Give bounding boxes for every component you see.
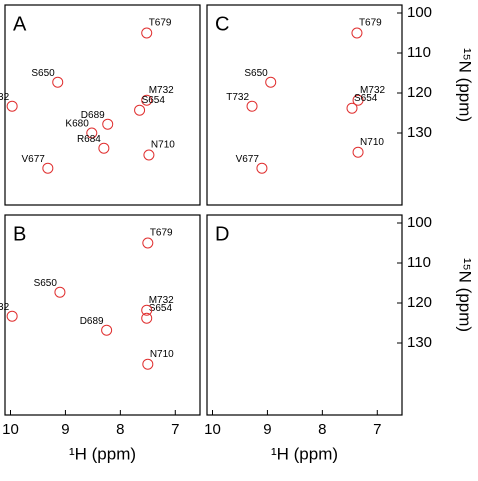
peak-label: T679 — [359, 18, 382, 29]
peak-circle — [86, 127, 98, 139]
panel-frame — [4, 4, 201, 206]
peak-circle — [143, 149, 155, 161]
peak-label: S650 — [34, 278, 58, 289]
peak-circle — [246, 100, 258, 112]
peak-label: T679 — [149, 18, 172, 29]
x-tick-label: 10 — [2, 421, 19, 438]
y-tick-label: 130 — [407, 334, 432, 351]
x-tick-label: 9 — [61, 421, 69, 438]
y-tick-label: 100 — [407, 4, 432, 21]
peak-label: M732 — [149, 295, 174, 306]
x-axis-label: ¹H (ppm) — [69, 444, 136, 463]
peak-label: N710 — [151, 140, 175, 151]
peak-circle — [142, 237, 154, 249]
panel-frame — [4, 214, 201, 416]
peak-label: M732 — [149, 85, 174, 96]
peak-label: T679 — [150, 228, 173, 239]
peak-circle — [101, 324, 113, 336]
peak-circle — [54, 286, 66, 298]
x-tick-label: 8 — [318, 421, 326, 438]
peak-circle — [141, 27, 153, 39]
y-tick-label: 110 — [407, 44, 431, 61]
peak-label: T732 — [0, 302, 10, 313]
peak-label: K680 — [65, 119, 89, 130]
y-tick-label: 100 — [407, 214, 432, 231]
peak-label: D689 — [80, 316, 104, 327]
peak-label: S650 — [31, 68, 55, 79]
peak-label: T732 — [226, 92, 249, 103]
peak-circle — [42, 162, 54, 174]
x-tick-label: 8 — [116, 421, 124, 438]
peak-circle — [346, 102, 358, 114]
x-axis-label: ¹H (ppm) — [271, 444, 338, 463]
panel-frame — [206, 214, 403, 416]
peak-label: T732 — [0, 92, 10, 103]
peak-label: V677 — [236, 154, 260, 165]
peak-circle — [102, 118, 114, 130]
x-tick-label: 7 — [171, 421, 179, 438]
y-tick-label: 130 — [407, 124, 432, 141]
peak-label: N710 — [360, 137, 384, 148]
panel-label: D — [215, 223, 229, 245]
panel-label: B — [13, 223, 26, 245]
peak-label: V677 — [21, 154, 45, 165]
peak-label: S654 — [142, 95, 166, 106]
peak-circle — [265, 76, 277, 88]
peak-circle — [134, 104, 146, 116]
peak-label: N710 — [150, 349, 174, 360]
peak-circle — [352, 94, 364, 106]
peak-label: S650 — [244, 68, 268, 79]
peak-label: D689 — [81, 110, 105, 121]
peak-circle — [351, 27, 363, 39]
y-axis-label: ¹⁵N (ppm) — [456, 48, 475, 122]
panel-frame — [206, 4, 403, 206]
peak-circle — [98, 142, 110, 154]
panel-label: A — [13, 13, 27, 35]
peak-circle — [6, 100, 18, 112]
peak-label: M732 — [360, 85, 385, 96]
peak-circle — [142, 358, 154, 370]
peak-label: S654 — [354, 93, 378, 104]
x-tick-label: 10 — [204, 421, 221, 438]
y-tick-label: 110 — [407, 254, 431, 271]
peak-circle — [6, 310, 18, 322]
y-tick-label: 120 — [407, 84, 432, 101]
peak-circle — [256, 162, 268, 174]
peak-circle — [141, 94, 153, 106]
y-axis-label: ¹⁵N (ppm) — [456, 258, 475, 332]
peak-circle — [141, 312, 153, 324]
panel-label: C — [215, 13, 229, 35]
peak-circle — [52, 76, 64, 88]
peak-label: R684 — [77, 134, 101, 145]
y-tick-label: 120 — [407, 294, 432, 311]
peak-circle — [141, 304, 153, 316]
x-tick-label: 9 — [263, 421, 271, 438]
x-tick-label: 7 — [373, 421, 381, 438]
peak-circle — [352, 146, 364, 158]
peak-label: S654 — [149, 303, 173, 314]
